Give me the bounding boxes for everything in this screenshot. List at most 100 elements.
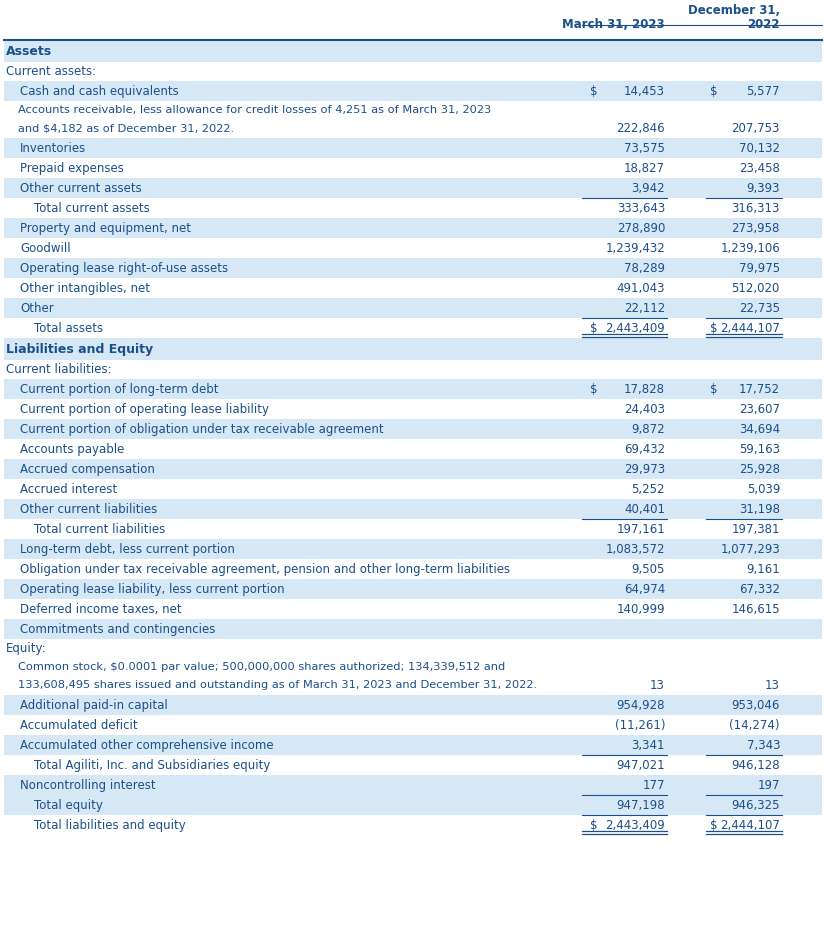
Text: Equity:: Equity: (6, 642, 47, 655)
Bar (4, 318, 822, 338)
Text: Long-term debt, less current portion: Long-term debt, less current portion (20, 543, 235, 556)
Text: 133,608,495 shares issued and outstanding as of March 31, 2023 and December 31, : 133,608,495 shares issued and outstandin… (18, 680, 537, 690)
Text: 954,928: 954,928 (616, 699, 665, 711)
Text: 17,752: 17,752 (739, 383, 780, 396)
Text: 140,999: 140,999 (616, 602, 665, 616)
Text: 13: 13 (765, 678, 780, 691)
Text: 5,039: 5,039 (747, 483, 780, 495)
Bar (4, 439, 822, 459)
Text: Current assets:: Current assets: (6, 65, 97, 78)
Bar (4, 519, 822, 539)
Text: Accrued compensation: Accrued compensation (20, 462, 155, 475)
Text: 64,974: 64,974 (624, 582, 665, 596)
Bar (4, 258, 822, 278)
Text: 1,077,293: 1,077,293 (720, 543, 780, 556)
Bar (4, 360, 822, 379)
Bar (4, 278, 822, 298)
Text: 3,341: 3,341 (631, 739, 665, 752)
Text: 7,343: 7,343 (747, 739, 780, 752)
Text: Additional paid-in capital: Additional paid-in capital (20, 699, 167, 711)
Text: 70,132: 70,132 (739, 141, 780, 154)
Text: Total current liabilities: Total current liabilities (34, 523, 165, 535)
Bar (4, 479, 822, 499)
Text: Accumulated other comprehensive income: Accumulated other comprehensive income (20, 739, 274, 752)
Bar (4, 559, 822, 579)
Text: Current portion of obligation under tax receivable agreement: Current portion of obligation under tax … (20, 422, 384, 436)
Text: 23,607: 23,607 (739, 402, 780, 416)
Text: 22,112: 22,112 (624, 301, 665, 314)
Text: March 31, 2023: March 31, 2023 (563, 18, 665, 31)
Bar (4, 379, 822, 399)
Text: Noncontrolling interest: Noncontrolling interest (20, 778, 156, 792)
Bar (4, 459, 822, 479)
Text: 9,872: 9,872 (631, 422, 665, 436)
Text: 2022: 2022 (747, 18, 780, 31)
Text: 22,735: 22,735 (739, 301, 780, 314)
Text: Deferred income taxes, net: Deferred income taxes, net (20, 602, 182, 616)
Text: 59,163: 59,163 (739, 442, 780, 456)
Text: 14,453: 14,453 (624, 84, 665, 98)
Text: $: $ (590, 818, 597, 831)
Bar (4, 138, 822, 158)
Text: (11,261): (11,261) (615, 719, 665, 731)
Bar (4, 81, 822, 101)
Bar (4, 218, 822, 238)
Text: 69,432: 69,432 (624, 442, 665, 456)
Bar (4, 619, 822, 639)
Text: Other intangibles, net: Other intangibles, net (20, 281, 150, 295)
Text: and $4,182 as of December 31, 2022.: and $4,182 as of December 31, 2022. (18, 123, 234, 133)
Text: 9,393: 9,393 (747, 182, 780, 194)
Text: 197,381: 197,381 (732, 523, 780, 535)
Text: Total current assets: Total current assets (34, 202, 150, 215)
Text: 79,975: 79,975 (739, 261, 780, 275)
Text: $: $ (590, 383, 597, 396)
Text: December 31,: December 31, (688, 4, 780, 17)
Text: Other current liabilities: Other current liabilities (20, 503, 158, 515)
Text: Commitments and contingencies: Commitments and contingencies (20, 622, 215, 635)
Text: 512,020: 512,020 (732, 281, 780, 295)
Text: Accounts payable: Accounts payable (20, 442, 125, 456)
Text: Current portion of long-term debt: Current portion of long-term debt (20, 383, 219, 396)
Text: 1,239,106: 1,239,106 (720, 241, 780, 255)
Text: 18,827: 18,827 (624, 162, 665, 174)
Text: 273,958: 273,958 (732, 222, 780, 235)
Bar (4, 158, 822, 178)
Text: 3,942: 3,942 (631, 182, 665, 194)
Text: Total equity: Total equity (34, 798, 103, 812)
Text: $: $ (590, 321, 597, 334)
Text: Accrued interest: Accrued interest (20, 483, 117, 495)
Text: 13: 13 (650, 678, 665, 691)
Text: 222,846: 222,846 (616, 121, 665, 134)
Bar (4, 579, 822, 599)
Bar (4, 62, 822, 81)
Text: Common stock, $0.0001 par value; 500,000,000 shares authorized; 134,339,512 and: Common stock, $0.0001 par value; 500,000… (18, 662, 505, 671)
Text: Current liabilities:: Current liabilities: (6, 363, 111, 376)
Bar (4, 695, 822, 715)
Text: $: $ (590, 84, 597, 98)
Text: Total liabilities and equity: Total liabilities and equity (34, 818, 186, 831)
Text: 1,239,432: 1,239,432 (606, 241, 665, 255)
Text: 5,252: 5,252 (631, 483, 665, 495)
Bar (4, 40, 822, 62)
Text: 23,458: 23,458 (739, 162, 780, 174)
Text: 278,890: 278,890 (616, 222, 665, 235)
Text: 946,128: 946,128 (732, 759, 780, 772)
Text: 177: 177 (643, 778, 665, 792)
Text: 333,643: 333,643 (617, 202, 665, 215)
Text: Total Agiliti, Inc. and Subsidiaries equity: Total Agiliti, Inc. and Subsidiaries equ… (34, 759, 271, 772)
Bar (4, 735, 822, 755)
Bar (4, 775, 822, 795)
Text: 31,198: 31,198 (739, 503, 780, 515)
Text: 25,928: 25,928 (739, 462, 780, 475)
Text: Inventories: Inventories (20, 141, 87, 154)
Text: 197,161: 197,161 (616, 523, 665, 535)
Text: 491,043: 491,043 (616, 281, 665, 295)
Bar (4, 599, 822, 619)
Text: 9,161: 9,161 (747, 563, 780, 576)
Text: Liabilities and Equity: Liabilities and Equity (6, 343, 153, 355)
Text: Prepaid expenses: Prepaid expenses (20, 162, 124, 174)
Text: Operating lease liability, less current portion: Operating lease liability, less current … (20, 582, 285, 596)
Bar (4, 795, 822, 815)
Bar (4, 338, 822, 360)
Text: 207,753: 207,753 (732, 121, 780, 134)
